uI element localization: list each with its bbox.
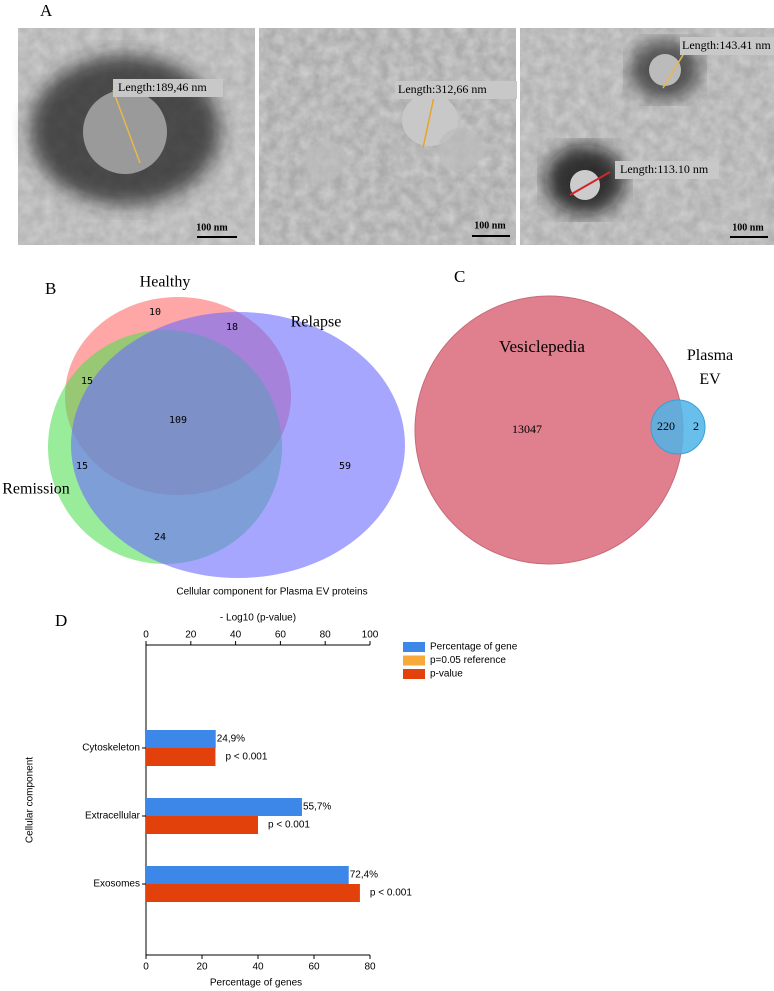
set-label: Plasma EV proteins bbox=[686, 347, 734, 388]
set-label: Vesiclepedia bbox=[499, 337, 585, 356]
venn-set bbox=[650, 399, 706, 455]
panel-label: B bbox=[45, 279, 56, 298]
set-label-box: Plasma EV proteins bbox=[686, 347, 734, 388]
bar bbox=[146, 730, 216, 748]
legend-label: Percentage of gene bbox=[430, 642, 518, 653]
bar bbox=[146, 748, 216, 766]
value-label: p < 0.001 bbox=[225, 752, 267, 763]
venn-set bbox=[71, 312, 405, 578]
region-count: 109 bbox=[169, 415, 187, 426]
length-annotation: Length:312,66 nm bbox=[398, 82, 487, 96]
value-label: 72,4% bbox=[350, 870, 378, 881]
legend-swatch bbox=[403, 655, 425, 666]
value-label: 55,7% bbox=[303, 802, 331, 813]
bar bbox=[146, 866, 349, 884]
scale-label: 100 nm bbox=[196, 222, 228, 233]
legend-label: p=0.05 reference bbox=[430, 655, 506, 666]
legend-swatch bbox=[403, 669, 425, 679]
region-count: 220 bbox=[657, 419, 675, 433]
scale-label: 100 nm bbox=[732, 222, 764, 233]
x-tick-label: 20 bbox=[196, 962, 208, 973]
y-axis-label: Cellular component bbox=[25, 757, 36, 843]
x-tick-label: 60 bbox=[308, 962, 320, 973]
x2-axis-label: - Log10 (p-value) bbox=[220, 613, 296, 624]
y-tick-label: Extracellular bbox=[85, 811, 141, 822]
panel-label: A bbox=[40, 1, 53, 20]
length-annotation: Length:143.41 nm bbox=[682, 38, 771, 52]
region-count: 59 bbox=[339, 461, 351, 472]
legend-swatch bbox=[403, 642, 425, 652]
length-annotation: Length:113.10 nm bbox=[620, 162, 709, 176]
panel-label: D bbox=[55, 611, 67, 630]
x2-tick-label: 80 bbox=[320, 630, 332, 641]
set-label: Remission bbox=[2, 481, 70, 498]
set-label: Healthy bbox=[140, 274, 191, 291]
region-count: 18 bbox=[226, 322, 238, 333]
bar bbox=[146, 884, 360, 902]
region-count: 13047 bbox=[512, 422, 542, 436]
x-tick-label: 40 bbox=[252, 962, 264, 973]
chart-title: Cellular component for Plasma EV protein… bbox=[176, 587, 367, 598]
x-axis-label: Percentage of genes bbox=[210, 978, 302, 989]
value-label: 24,9% bbox=[217, 734, 245, 745]
y-tick-label: Cytoskeleton bbox=[82, 743, 140, 754]
length-annotation: Length:189,46 nm bbox=[118, 80, 207, 94]
region-count: 15 bbox=[81, 376, 93, 387]
legend-label: p-value bbox=[430, 669, 463, 680]
x-tick-label: 80 bbox=[364, 962, 376, 973]
bar bbox=[146, 798, 302, 816]
set-label: Relapse bbox=[291, 314, 342, 331]
micrograph: Length:189,46 nm 100 nm bbox=[18, 28, 255, 245]
x-tick-label: 0 bbox=[143, 962, 149, 973]
panel-label: C bbox=[454, 267, 465, 286]
x2-tick-label: 100 bbox=[362, 630, 379, 641]
y-tick-label: Exosomes bbox=[93, 879, 140, 890]
region-count: 10 bbox=[149, 307, 161, 318]
x2-tick-label: 60 bbox=[275, 630, 287, 641]
value-label: p < 0.001 bbox=[268, 820, 310, 831]
micrograph: Length:143.41 nm Length:113.10 nm 100 nm bbox=[520, 28, 774, 245]
value-label: p < 0.001 bbox=[370, 888, 412, 899]
x2-tick-label: 40 bbox=[230, 630, 242, 641]
region-count: 24 bbox=[154, 532, 166, 543]
x2-tick-label: 20 bbox=[185, 630, 197, 641]
micrograph: Length:312,66 nm 100 nm bbox=[259, 28, 517, 245]
scale-label: 100 nm bbox=[474, 220, 506, 231]
region-count: 15 bbox=[76, 461, 88, 472]
x2-tick-label: 0 bbox=[143, 630, 149, 641]
bar bbox=[146, 816, 258, 834]
region-count: 2 bbox=[693, 419, 699, 433]
